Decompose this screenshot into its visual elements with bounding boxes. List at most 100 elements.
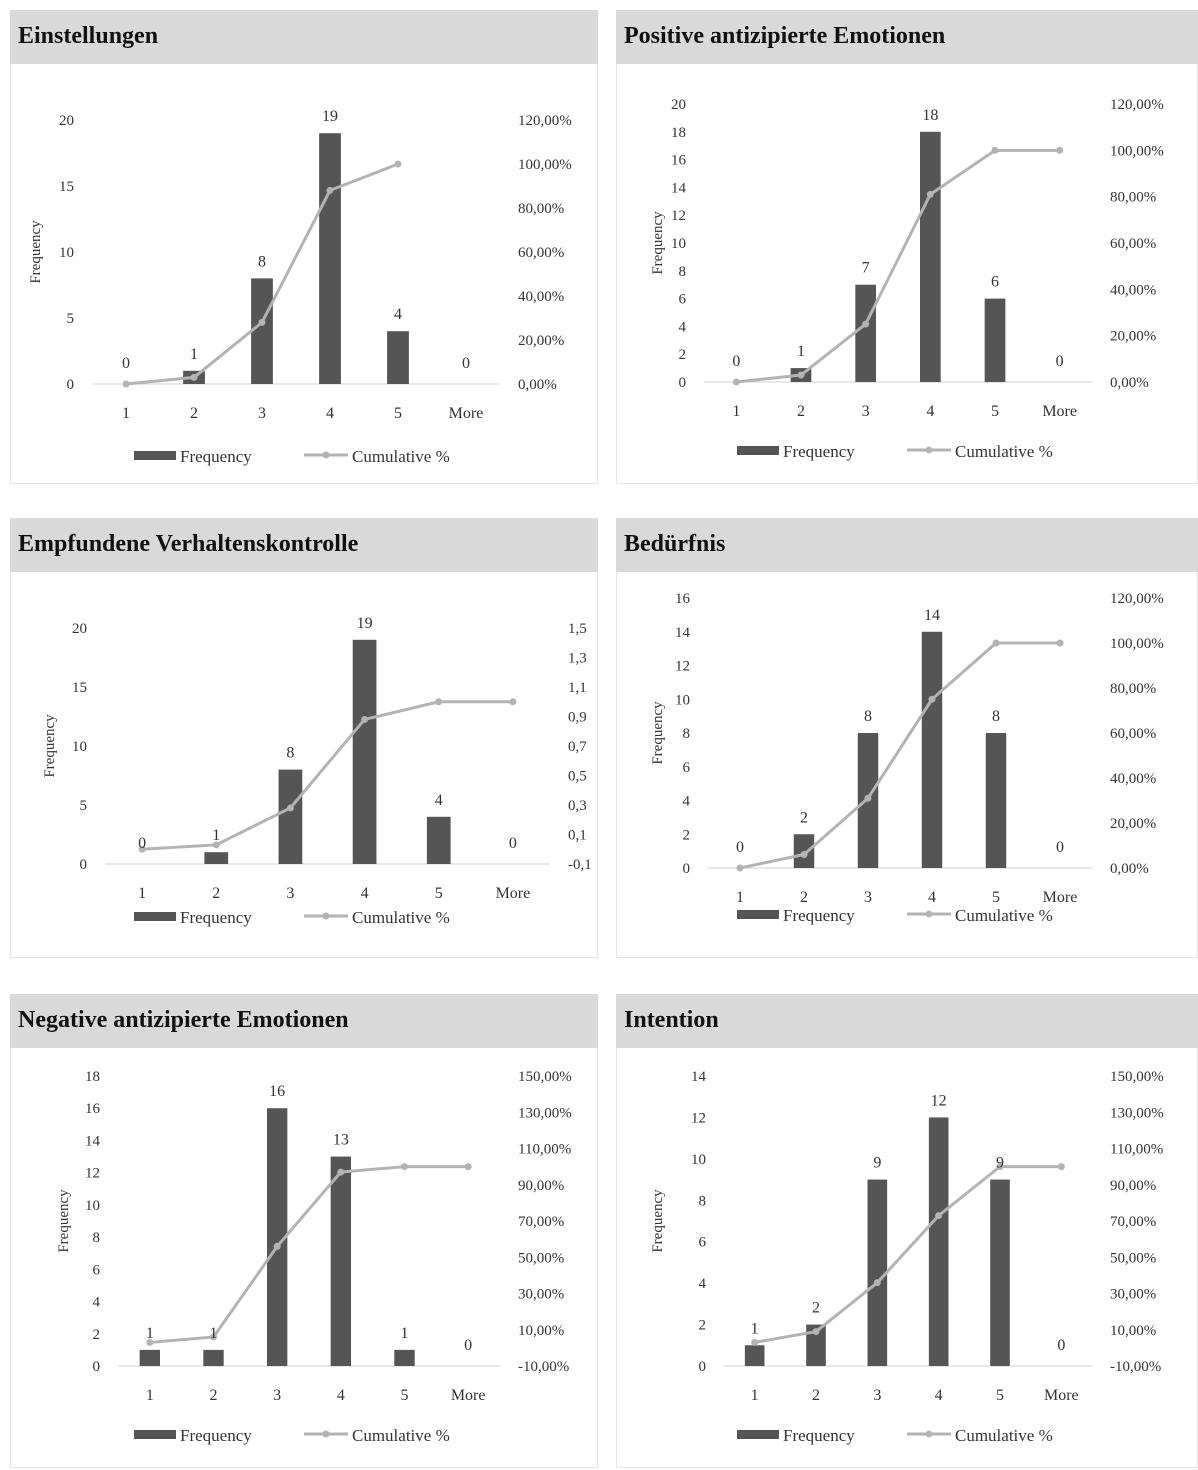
x-tick-label: 2 bbox=[190, 405, 198, 422]
panel-header: Einstellungen bbox=[10, 10, 598, 64]
chart-intention: 02468101214-10,00%10,00%30,00%50,00%70,0… bbox=[650, 1069, 1164, 1445]
bar bbox=[203, 1349, 224, 1366]
legend-marker-cumulative bbox=[322, 1430, 330, 1438]
y-tick-label: 0 bbox=[67, 377, 75, 393]
x-tick-label: More bbox=[496, 885, 531, 902]
chart-negative-emotionen: 024681012141618-10,00%10,00%30,00%50,00%… bbox=[56, 1069, 572, 1445]
y-tick-label: 0 bbox=[80, 857, 88, 873]
x-tick-label: More bbox=[1044, 1387, 1079, 1404]
y2-tick-label: 10,00% bbox=[1110, 1323, 1156, 1339]
y-tick-label: 2 bbox=[679, 347, 687, 363]
legend-label-cumulative: Cumulative % bbox=[955, 906, 1053, 925]
bar bbox=[744, 1345, 765, 1366]
y2-tick-label: 150,00% bbox=[1110, 1069, 1164, 1085]
y2-tick-label: 30,00% bbox=[518, 1287, 564, 1303]
data-label: 0 bbox=[462, 355, 470, 372]
data-label: 2 bbox=[812, 1300, 820, 1317]
data-label: 0 bbox=[1056, 839, 1064, 856]
data-label: 4 bbox=[435, 792, 443, 809]
panel-frame bbox=[10, 572, 598, 958]
y2-tick-label: 60,00% bbox=[1110, 726, 1156, 742]
cumulative-point bbox=[190, 373, 198, 381]
y2-tick-label: 80,00% bbox=[1110, 681, 1156, 697]
y2-tick-label: 150,00% bbox=[518, 1069, 572, 1085]
bar bbox=[426, 816, 451, 864]
y-tick-label: 14 bbox=[675, 625, 691, 641]
y2-tick-label: 0,7 bbox=[568, 739, 587, 755]
data-label: 8 bbox=[992, 708, 1000, 725]
chart-panel-beduerfnis: Bedürfnis 0 2 4 6 8 10 12 14 16 0,00% 20,00% 40,00%… bbox=[616, 518, 1198, 958]
chart-title: Empfundene Verhaltenskontrolle bbox=[18, 531, 359, 557]
x-tick-label: 3 bbox=[286, 885, 294, 902]
chart-panel-einstellungen: Einstellungen 0 5 10 15 20 0,00% 20,00% 40,00% 6… bbox=[10, 10, 598, 484]
data-label: 0 bbox=[1057, 1337, 1065, 1354]
legend-marker-cumulative bbox=[322, 451, 330, 459]
cumulative-point bbox=[401, 1163, 408, 1171]
y2-tick-label: 0,00% bbox=[1110, 861, 1149, 877]
x-tick-label: 1 bbox=[736, 889, 744, 906]
cumulative-point bbox=[286, 804, 294, 812]
y-tick-label: 4 bbox=[93, 1295, 101, 1311]
y-axis-title: Frequency bbox=[650, 211, 666, 275]
x-tick-label: 1 bbox=[732, 403, 740, 420]
y2-tick-label: -0,1 bbox=[568, 857, 592, 873]
y-tick-label: 10 bbox=[72, 739, 87, 755]
y2-tick-label: 20,00% bbox=[1110, 816, 1156, 832]
panel-frame bbox=[10, 1048, 598, 1468]
data-label: 0 bbox=[464, 1337, 472, 1354]
chart-title: Einstellungen bbox=[18, 23, 159, 49]
cumulative-point bbox=[864, 794, 872, 802]
x-tick-label: 5 bbox=[991, 403, 999, 420]
legend-label-frequency: Frequency bbox=[783, 1426, 855, 1445]
y-tick-label: 8 bbox=[683, 726, 691, 742]
legend-label-cumulative: Cumulative % bbox=[352, 447, 450, 466]
y2-tick-label: 40,00% bbox=[518, 289, 564, 305]
panel-header: Positive antizipierte Emotionen bbox=[616, 10, 1198, 64]
y-tick-label: 10 bbox=[59, 245, 74, 261]
x-tick-label: 3 bbox=[862, 403, 870, 420]
cumulative-line bbox=[754, 1165, 1062, 1344]
cumulative-point bbox=[996, 1163, 1004, 1171]
y2-tick-label: 1,1 bbox=[568, 680, 587, 696]
panel-frame bbox=[10, 64, 598, 484]
y-tick-label: 10 bbox=[675, 692, 690, 708]
data-label: 12 bbox=[931, 1092, 947, 1109]
y-tick-label: 12 bbox=[85, 1166, 100, 1182]
y2-tick-label: 40,00% bbox=[1110, 771, 1156, 787]
chart-title: Negative antizipierte Emotionen bbox=[18, 1007, 349, 1033]
y-tick-label: 10 bbox=[85, 1198, 100, 1214]
data-label: 1 bbox=[190, 346, 198, 363]
y2-tick-label: 0,9 bbox=[568, 710, 587, 726]
y-tick-label: 2 bbox=[683, 827, 691, 843]
cumulative-point bbox=[258, 318, 266, 326]
y-tick-label: 0 bbox=[93, 1359, 101, 1375]
y-tick-label: 6 bbox=[679, 292, 687, 308]
y2-tick-label: 130,00% bbox=[518, 1105, 572, 1121]
data-label: 9 bbox=[996, 1155, 1004, 1172]
cumulative-point bbox=[991, 146, 999, 154]
bar bbox=[330, 1156, 352, 1366]
y-tick-label: 12 bbox=[671, 208, 686, 224]
y2-tick-label: 90,00% bbox=[1110, 1178, 1156, 1194]
cumulative-point bbox=[797, 371, 805, 379]
x-tick-label: 4 bbox=[361, 885, 369, 902]
y-tick-label: 4 bbox=[683, 794, 691, 810]
cumulative-point bbox=[212, 841, 220, 849]
y-tick-label: 20 bbox=[59, 113, 74, 129]
bar bbox=[352, 639, 377, 864]
y2-tick-label: 10,00% bbox=[518, 1323, 564, 1339]
data-label: 1 bbox=[797, 343, 805, 360]
x-tick-label: 4 bbox=[928, 889, 936, 906]
x-tick-label: 2 bbox=[800, 889, 808, 906]
y-axis-title: Frequency bbox=[42, 714, 58, 778]
y2-tick-label: -10,00% bbox=[518, 1359, 569, 1375]
data-label: 8 bbox=[286, 745, 294, 762]
cumulative-point bbox=[394, 160, 402, 168]
x-tick-label: 5 bbox=[401, 1387, 409, 1404]
y-tick-label: 14 bbox=[691, 1069, 707, 1085]
x-tick-label: 5 bbox=[394, 405, 402, 422]
data-label: 1 bbox=[401, 1325, 409, 1342]
cumulative-point bbox=[736, 864, 744, 872]
y-tick-label: 16 bbox=[85, 1101, 101, 1117]
data-label: 8 bbox=[258, 253, 266, 270]
